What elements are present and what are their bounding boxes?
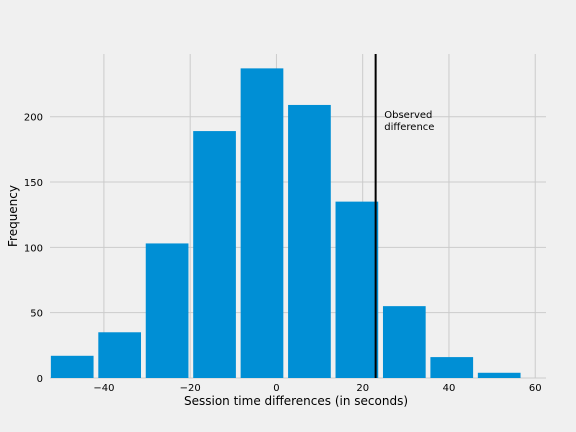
tick-labels: −40 −20 0 20 40 60 0 50 100 150 200 (24, 113, 542, 394)
histogram-bar (145, 243, 189, 378)
histogram-bar (98, 332, 142, 378)
x-tick-label: 0 (273, 383, 279, 394)
histogram-bar (430, 357, 474, 378)
x-axis-label: Session time differences (in seconds) (184, 394, 408, 408)
histogram-bar (288, 104, 331, 379)
y-tick-label: 150 (24, 178, 43, 189)
x-tick-label: 40 (443, 383, 456, 394)
annotation-label: Observed (384, 110, 432, 121)
histogram-bar (477, 372, 521, 378)
y-axis-label: Frequency (6, 185, 20, 247)
y-tick-label: 200 (24, 113, 43, 124)
y-tick-label: 100 (24, 243, 43, 254)
histogram-bar (335, 201, 379, 378)
histogram-bar (382, 306, 426, 378)
y-tick-label: 0 (37, 374, 43, 385)
histogram-bar (50, 355, 94, 378)
histogram-bar (193, 131, 236, 378)
x-tick-label: 60 (529, 383, 542, 394)
y-tick-label: 50 (30, 309, 43, 320)
x-tick-label: 20 (356, 383, 369, 394)
histogram-bars (50, 68, 521, 379)
annotation-label: difference (384, 122, 434, 133)
x-tick-label: −20 (180, 383, 201, 394)
x-tick-label: −40 (93, 383, 114, 394)
histogram-bar (240, 68, 284, 378)
